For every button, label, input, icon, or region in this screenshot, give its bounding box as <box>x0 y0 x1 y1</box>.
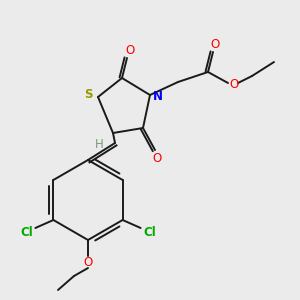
Text: O: O <box>210 38 220 50</box>
Text: Cl: Cl <box>143 226 156 238</box>
Text: N: N <box>153 91 163 103</box>
Text: H: H <box>94 139 103 152</box>
Text: Cl: Cl <box>20 226 33 238</box>
Text: S: S <box>84 88 92 100</box>
Text: O: O <box>125 44 135 56</box>
Text: O: O <box>83 256 93 269</box>
Text: O: O <box>230 77 238 91</box>
Text: O: O <box>152 152 162 164</box>
